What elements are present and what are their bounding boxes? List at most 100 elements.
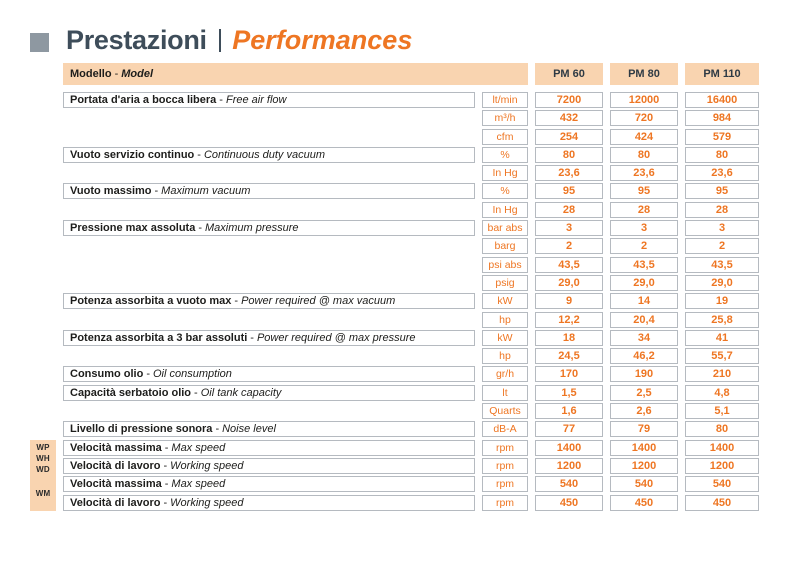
title-separator: | [216, 25, 224, 53]
table-row: Consumo olio - Oil consumption gr/h 170 190 21… [63, 366, 759, 383]
value-cell: 80 [610, 146, 678, 163]
value-cell: 95 [610, 183, 678, 200]
value-cell: 34 [610, 329, 678, 346]
label-dash: - [234, 295, 239, 308]
row-label-english: Maximum pressure [205, 222, 299, 235]
row-label-english: Max speed [171, 478, 226, 491]
row-label: Velocità di lavoro - Working speed [63, 457, 475, 474]
table-row: psi abs 43,5 43,5 43,5 [63, 256, 759, 273]
series-label: WH [36, 453, 50, 463]
row-label: Livello di pressione sonora - Noise level [63, 421, 475, 438]
row-label: Vuoto massimo - Maximum vacuum [63, 183, 475, 200]
row-label: Velocità massima - Max speed [63, 439, 475, 456]
table-header-row: Modello - Model PM 60 PM 80 PM 110 [63, 63, 759, 85]
table-row: In Hg 23,6 23,6 23,6 [63, 165, 759, 182]
table-row: Velocità di lavoro - Working speed rpm 450 45… [63, 494, 759, 511]
row-label-italian: Velocità di lavoro [70, 496, 161, 509]
label-dash: - [250, 331, 254, 344]
value-cell: 170 [535, 366, 603, 383]
series-label: WD [36, 464, 50, 474]
row-label-english: Noise level [222, 423, 276, 436]
table-row: Capacità serbatoio olio - Oil tank capacit… [63, 384, 759, 401]
page-title-english: Performances [232, 25, 413, 55]
row-label-spacer [63, 312, 475, 328]
value-cell: 432 [535, 110, 603, 127]
row-label-spacer [63, 238, 475, 254]
unit-cell: hp [482, 311, 528, 328]
row-label: Potenza assorbita a vuoto max - Power requ… [63, 293, 475, 310]
value-cell: 20,4 [610, 311, 678, 328]
row-label-spacer [63, 165, 475, 181]
row-label: Vuoto servizio continuo - Continuous duty … [63, 146, 475, 163]
value-cell: 450 [535, 494, 603, 511]
value-cell: 720 [610, 110, 678, 127]
value-cell: 1200 [610, 457, 678, 474]
model-header-label: Modello - Model [63, 63, 528, 85]
value-cell: 43,5 [535, 256, 603, 273]
value-cell: 80 [685, 421, 759, 438]
unit-cell: lt/min [482, 92, 528, 108]
model-column-header: PM 60 [535, 63, 603, 85]
value-cell: 18 [535, 329, 603, 346]
row-label-english: Power required @ max vacuum [241, 295, 396, 308]
row-label-italian: Vuoto servizio continuo [70, 148, 195, 161]
unit-cell: cfm [482, 128, 528, 145]
label-dash: - [163, 459, 168, 472]
row-label-english: Working speed [170, 496, 244, 509]
value-cell: 2 [685, 238, 759, 255]
unit-cell: lt [482, 384, 528, 401]
row-label-spacer [63, 129, 475, 145]
unit-cell: rpm [482, 439, 528, 456]
table-row: In Hg 28 28 28 [63, 201, 759, 218]
value-cell: 24,5 [535, 348, 603, 365]
value-cell: 1,6 [535, 403, 603, 420]
table-row: Portata d'aria a bocca libera - Free air f… [63, 92, 759, 108]
row-label-english: Power required @ max pressure [256, 331, 416, 344]
value-cell: 7200 [535, 92, 603, 108]
series-label: WM [35, 489, 51, 498]
value-cell: 540 [535, 476, 603, 493]
table-row: cfm 254 424 579 [63, 128, 759, 145]
unit-cell: m³/h [482, 110, 528, 127]
value-cell: 41 [685, 329, 759, 346]
unit-cell: rpm [482, 457, 528, 474]
value-cell: 28 [685, 201, 759, 218]
table-row: Pressione max assoluta - Maximum pressure b… [63, 220, 759, 237]
series-label: WP [36, 442, 50, 452]
unit-cell: dB-A [482, 421, 528, 438]
row-label-italian: Consumo olio [70, 368, 144, 381]
value-cell: 29,0 [685, 274, 759, 291]
label-dash: - [154, 185, 159, 198]
value-cell: 190 [610, 366, 678, 383]
value-cell: 14 [610, 293, 678, 310]
value-cell: 1,5 [535, 384, 603, 401]
table-row: Velocità massima - Max speed rpm 1400 1400 140… [63, 439, 759, 456]
value-cell: 12000 [610, 92, 678, 108]
value-cell: 28 [610, 201, 678, 218]
value-cell: 984 [685, 110, 759, 127]
value-cell: 25,8 [685, 311, 759, 328]
performance-table: Modello - Model PM 60 PM 80 PM 110 Portata… [30, 63, 759, 513]
row-label: Capacità serbatoio olio - Oil tank capacit… [63, 384, 475, 401]
value-cell: 77 [535, 421, 603, 438]
row-label-spacer [63, 348, 475, 364]
model-label-italian: Modello [70, 68, 112, 80]
label-dash: - [197, 148, 201, 161]
model-column-header: PM 110 [685, 63, 759, 85]
table-row: Vuoto massimo - Maximum vacuum% 95 95 95 [63, 183, 759, 200]
row-label-english: Maximum vacuum [161, 185, 251, 198]
table-row: Vuoto servizio continuo - Continuous duty … [63, 146, 759, 163]
unit-cell: kW [482, 329, 528, 346]
value-cell: 43,5 [610, 256, 678, 273]
row-label-italian: Potenza assorbita a vuoto max [70, 295, 232, 308]
label-dash: - [163, 496, 168, 509]
row-label-spacer [63, 257, 475, 273]
table-row: hp 12,2 20,4 25,8 [63, 311, 759, 328]
row-label-spacer [63, 275, 475, 291]
value-cell: 5,1 [685, 403, 759, 420]
row-label-english: Max speed [171, 441, 226, 454]
value-cell: 46,2 [610, 348, 678, 365]
row-label-italian: Livello di pressione sonora [70, 423, 213, 436]
row-label-spacer [63, 202, 475, 218]
unit-cell: Quarts [482, 403, 528, 420]
